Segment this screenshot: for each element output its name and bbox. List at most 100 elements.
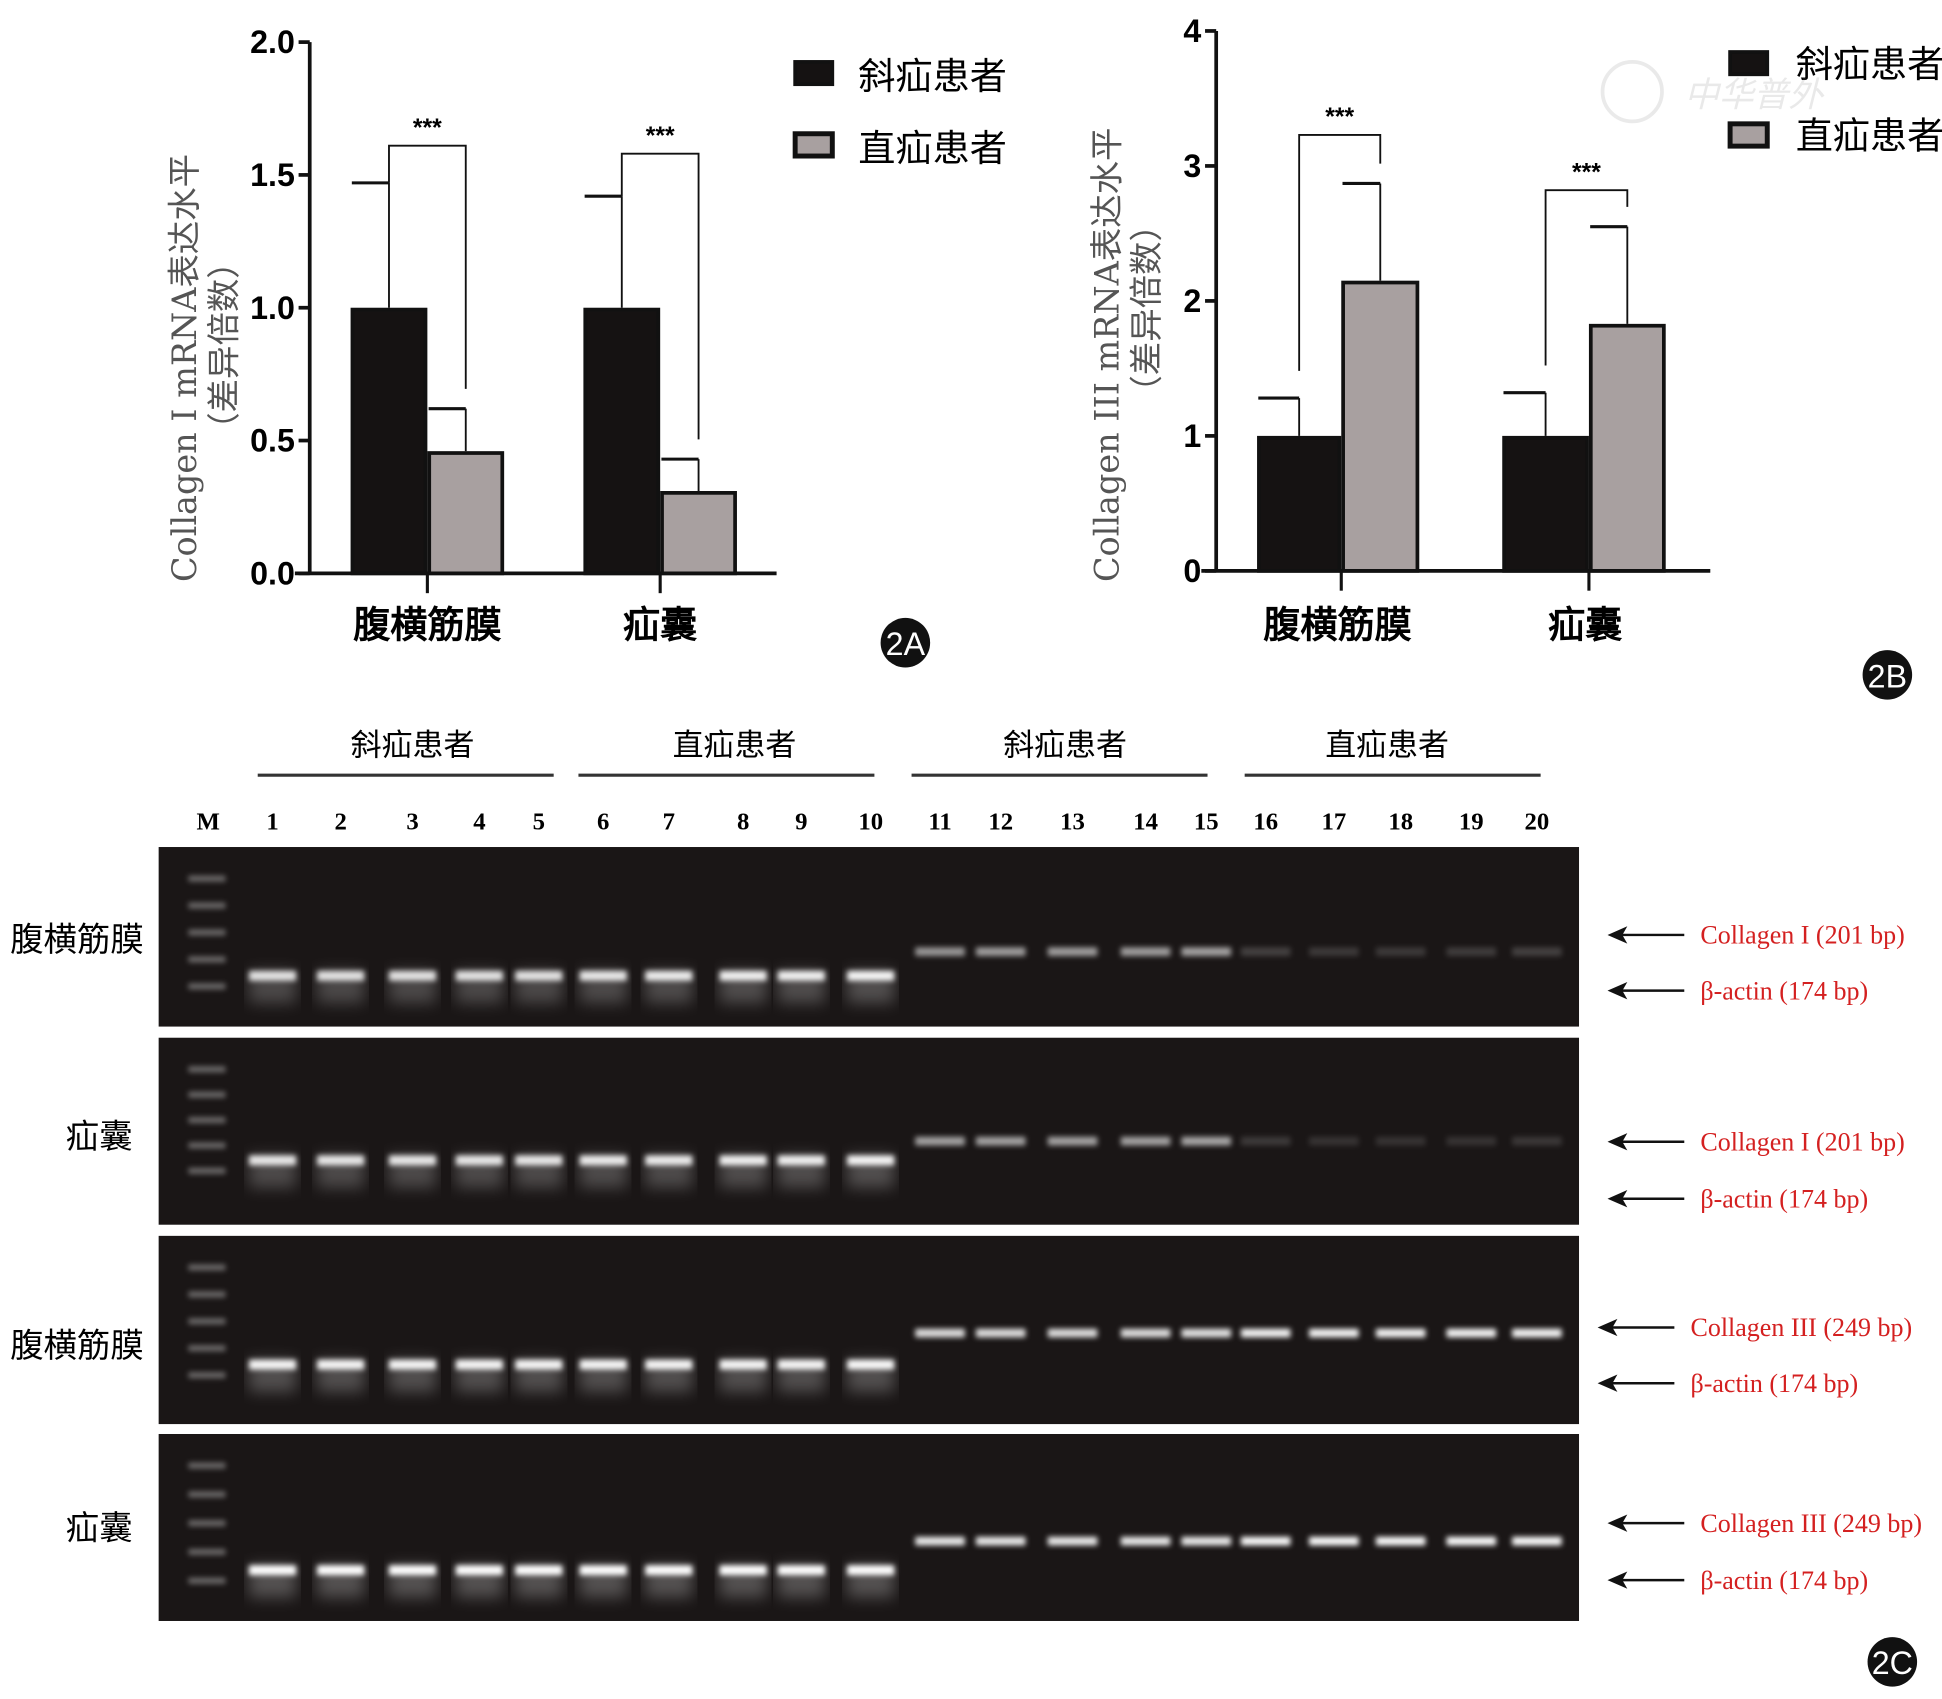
band-collagen bbox=[1240, 1328, 1291, 1338]
band-collagen bbox=[975, 1136, 1026, 1146]
lane-number: 13 bbox=[1060, 809, 1085, 836]
band-collagen bbox=[915, 1536, 965, 1546]
band-collagen bbox=[1047, 1536, 1098, 1546]
band-collagen bbox=[1240, 947, 1291, 956]
band-collagen bbox=[1309, 947, 1359, 956]
y-tick-label: 0.5 bbox=[250, 423, 295, 459]
band-collagen bbox=[915, 1136, 965, 1146]
ladder-band bbox=[188, 983, 226, 990]
band-beta-actin bbox=[455, 1155, 503, 1166]
significance-bracket bbox=[620, 152, 700, 440]
y-tick-label: 1.0 bbox=[250, 290, 295, 326]
y-axis-label-line1: Collagen III mRNA表达水平 bbox=[1087, 128, 1126, 582]
band-beta-actin bbox=[388, 1565, 437, 1576]
band-beta-actin bbox=[515, 970, 563, 981]
band-beta-actin bbox=[847, 1155, 895, 1166]
band-collagen bbox=[1375, 1536, 1426, 1546]
tissue-label: 疝囊 bbox=[66, 1508, 133, 1547]
band-beta-actin bbox=[515, 1565, 563, 1576]
band-collagen bbox=[1047, 1328, 1098, 1338]
lane-number: 11 bbox=[928, 809, 951, 836]
tissue-label: 腹横筋膜 bbox=[10, 920, 144, 959]
ladder-band bbox=[188, 1091, 226, 1098]
band-collagen bbox=[915, 1328, 965, 1338]
band-beta-actin bbox=[719, 1359, 767, 1370]
band-beta-actin bbox=[388, 970, 437, 981]
ladder-band bbox=[188, 1462, 226, 1469]
lane-number: M bbox=[196, 809, 219, 836]
arrow-left-icon bbox=[1597, 1318, 1618, 1337]
band-beta-actin bbox=[777, 1565, 825, 1576]
y-tick-label: 4 bbox=[1183, 13, 1201, 49]
lane-number: 7 bbox=[663, 809, 675, 836]
band-collagen bbox=[1375, 947, 1426, 956]
band-beta-actin bbox=[249, 1155, 297, 1166]
band-collagen bbox=[1446, 1136, 1497, 1146]
band-collagen bbox=[1120, 1136, 1171, 1146]
lane-number: 16 bbox=[1253, 809, 1278, 836]
band-collagen bbox=[1120, 1328, 1171, 1338]
lane-number: 17 bbox=[1321, 809, 1346, 836]
lane-number: 2 bbox=[334, 809, 346, 836]
lane-number: 20 bbox=[1525, 809, 1550, 836]
band-beta-actin bbox=[645, 1155, 693, 1166]
lane-number: 14 bbox=[1133, 809, 1158, 836]
band-beta-actin bbox=[847, 1565, 895, 1576]
band-collagen bbox=[1240, 1536, 1291, 1546]
band-beta-actin bbox=[249, 970, 297, 981]
tissue-label: 疝囊 bbox=[66, 1117, 133, 1156]
band-beta-actin bbox=[579, 1565, 627, 1576]
arrow-left-icon bbox=[1607, 1190, 1628, 1208]
ladder-band bbox=[188, 1345, 226, 1352]
gel-row: 疝囊 Collagen III (249 bp) β-actin (174 bp) bbox=[66, 1433, 1922, 1621]
beta-actin-band-label: β-actin (174 bp) bbox=[1690, 1369, 1858, 1398]
ladder-band bbox=[188, 1577, 226, 1584]
beta-actin-band-label: β-actin (174 bp) bbox=[1700, 1184, 1868, 1213]
arrow-left-icon bbox=[1607, 1133, 1628, 1151]
band-beta-actin bbox=[645, 970, 693, 981]
band-beta-actin bbox=[579, 1155, 627, 1166]
band-collagen bbox=[1512, 1136, 1562, 1146]
band-collagen bbox=[915, 947, 965, 956]
band-collagen bbox=[975, 947, 1026, 956]
ladder-band bbox=[188, 1520, 226, 1527]
legend-label-direct: 直疝患者 bbox=[858, 127, 1007, 170]
band-collagen bbox=[1240, 1136, 1291, 1146]
y-tick-label: 1.5 bbox=[250, 157, 295, 193]
band-beta-actin bbox=[317, 1565, 365, 1576]
ladder-band bbox=[188, 875, 226, 882]
band-beta-actin bbox=[455, 1565, 503, 1576]
band-collagen bbox=[975, 1536, 1026, 1546]
group-header: 直疝患者 bbox=[1325, 727, 1449, 762]
band-beta-actin bbox=[645, 1565, 693, 1576]
y-axis-label-line2: （差异倍数） bbox=[1127, 208, 1166, 409]
arrow-left-icon bbox=[1607, 982, 1628, 1000]
beta-actin-band-label: β-actin (174 bp) bbox=[1700, 976, 1868, 1005]
significance-label: *** bbox=[646, 123, 675, 150]
band-collagen bbox=[1309, 1136, 1359, 1146]
legend-label-direct: 直疝患者 bbox=[1796, 115, 1942, 158]
band-collagen bbox=[1512, 947, 1562, 956]
band-beta-actin bbox=[249, 1565, 297, 1576]
band-beta-actin bbox=[515, 1359, 563, 1370]
band-collagen bbox=[1512, 1328, 1562, 1338]
y-axis-label-line1: Collagen I mRNA表达水平 bbox=[165, 154, 204, 582]
bar-oblique bbox=[1502, 435, 1589, 573]
significance-label: *** bbox=[413, 115, 442, 142]
ladder-band bbox=[188, 1291, 226, 1298]
y-tick-label: 2 bbox=[1183, 283, 1201, 319]
tissue-label: 腹横筋膜 bbox=[10, 1326, 144, 1365]
x-tick-label-transversalis: 腹横筋膜 bbox=[1263, 604, 1412, 647]
lane-number: 1 bbox=[266, 809, 278, 836]
y-tick-label: 0.0 bbox=[250, 555, 295, 591]
band-beta-actin bbox=[317, 1359, 365, 1370]
band-collagen bbox=[1375, 1136, 1426, 1146]
watermark-logo: 中华普外 bbox=[1600, 60, 1825, 124]
arrow-left-icon bbox=[1597, 1374, 1618, 1392]
y-tick-label: 1 bbox=[1183, 418, 1201, 454]
x-tick-label-hernia-sac: 疝囊 bbox=[1548, 604, 1622, 647]
arrow-left-icon bbox=[1607, 1571, 1628, 1589]
bar-direct bbox=[1341, 280, 1420, 573]
band-collagen bbox=[1120, 947, 1171, 956]
band-beta-actin bbox=[719, 1155, 767, 1166]
